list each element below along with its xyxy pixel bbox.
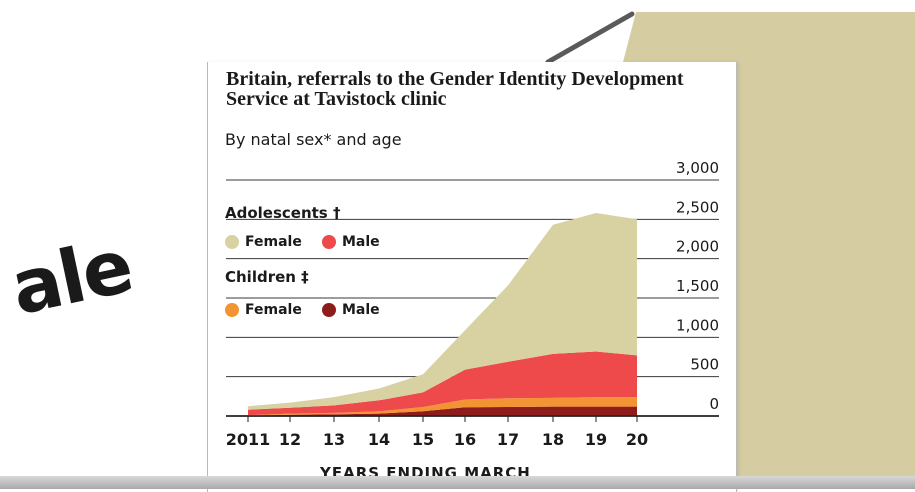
- legend-label-children-female: Female: [245, 302, 302, 318]
- legend-item-children-male: Male: [322, 302, 380, 318]
- chart-plot: 3,000 2,500 2,000 1,500 1,000 500 0 2011 12 13 14 1…: [226, 159, 719, 449]
- legend-item-adolescent-female: Female: [225, 234, 302, 250]
- legend-swatch-children-female: [225, 303, 239, 317]
- x-tick-label: 19: [585, 430, 607, 449]
- x-tick-label: 2011: [226, 430, 271, 449]
- y-tick-label: 0: [709, 395, 719, 413]
- y-tick-label: 1,500: [676, 277, 719, 295]
- y-tick-label: 1,000: [676, 316, 719, 334]
- x-tick-label: 15: [412, 430, 434, 449]
- chart-subtitle: By natal sex* and age: [225, 130, 402, 149]
- area-adolescents-male: [248, 351, 637, 416]
- area-adolescents-female: [248, 213, 637, 410]
- x-tick-label: 14: [368, 430, 390, 449]
- x-tick-label: 18: [542, 430, 564, 449]
- legend-group-adolescents: Adolescents †: [225, 204, 341, 222]
- legend-label-adolescent-male: Male: [342, 234, 380, 250]
- bottom-bar: [0, 476, 915, 489]
- area-children-male: [248, 406, 637, 416]
- y-tick-label: 500: [690, 356, 719, 374]
- y-tick-label: 3,000: [676, 159, 719, 177]
- legend-item-adolescent-male: Male: [322, 234, 380, 250]
- y-tick-label: 2,000: [676, 238, 719, 256]
- x-tick-label: 16: [454, 430, 476, 449]
- pen-line: [545, 11, 635, 65]
- chart-card: Britain, referrals to the Gender Identit…: [207, 62, 737, 492]
- area-children-female: [248, 397, 637, 416]
- legend-swatch-children-male: [322, 303, 336, 317]
- legend-group-children: Children ‡: [225, 268, 309, 286]
- x-tick-label: 17: [497, 430, 519, 449]
- legend-swatch-adolescent-male: [322, 235, 336, 249]
- olive-panel-top: [623, 12, 915, 489]
- x-tick-label: 13: [323, 430, 345, 449]
- x-tick-label: 20: [626, 430, 648, 449]
- y-tick-label: 2,500: [676, 198, 719, 216]
- legend-swatch-adolescent-female: [225, 235, 239, 249]
- chart-title: Britain, referrals to the Gender Identit…: [226, 68, 684, 110]
- legend-item-children-female: Female: [225, 302, 302, 318]
- x-tick-label: 12: [279, 430, 301, 449]
- legend-label-children-male: Male: [342, 302, 380, 318]
- legend-label-adolescent-female: Female: [245, 234, 302, 250]
